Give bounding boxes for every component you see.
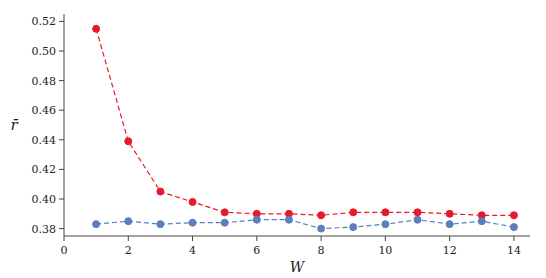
series-point — [157, 188, 164, 195]
series-point — [285, 216, 292, 223]
axes: 0 2 4 6 8 10 12 14 0.38 0.40 0.42 0.44 0.46 0.48 0.50 0… — [10, 14, 530, 275]
series-point — [478, 218, 485, 225]
x-tick-label: 8 — [318, 244, 325, 257]
y-tick-label: 0.38 — [32, 223, 57, 236]
series-point — [350, 209, 357, 216]
x-tick — [256, 236, 257, 241]
series-point — [93, 221, 100, 228]
x-tick-label: 0 — [61, 244, 68, 257]
series-point — [510, 224, 517, 231]
y-axis-line — [64, 14, 65, 236]
x-tick — [192, 236, 193, 241]
series-point — [414, 216, 421, 223]
y-tick-label: 0.42 — [32, 163, 57, 176]
x-tick-label: 2 — [125, 244, 132, 257]
y-axis-label: r̄ — [10, 116, 18, 134]
series-point — [189, 198, 196, 205]
x-axis-line — [64, 236, 530, 237]
x-tick — [385, 236, 386, 241]
series-line — [96, 29, 514, 215]
plot-area — [93, 25, 518, 232]
series-point — [382, 209, 389, 216]
series-point — [221, 209, 228, 216]
series-point — [125, 218, 132, 225]
series — [93, 25, 518, 218]
x-tick-label: 14 — [507, 244, 521, 257]
y-tick — [59, 199, 64, 200]
series — [93, 216, 518, 232]
series-point — [414, 209, 421, 216]
series-line — [96, 220, 514, 229]
x-tick — [321, 236, 322, 241]
series-point — [157, 221, 164, 228]
y-tick-label: 0.44 — [32, 134, 57, 147]
y-tick — [59, 169, 64, 170]
y-tick-label: 0.40 — [32, 193, 57, 206]
y-tick-label: 0.52 — [32, 15, 57, 28]
x-tick-label: 10 — [378, 244, 392, 257]
series-point — [189, 219, 196, 226]
chart-svg: 0 2 4 6 8 10 12 14 0.38 0.40 0.42 0.44 0.46 0.48 0.50 0… — [0, 0, 546, 278]
series-point — [93, 25, 100, 32]
x-tick — [449, 236, 450, 241]
series-point — [446, 221, 453, 228]
chart-container: 0 2 4 6 8 10 12 14 0.38 0.40 0.42 0.44 0.46 0.48 0.50 0… — [0, 0, 546, 278]
series-point — [253, 216, 260, 223]
y-tick-label: 0.46 — [32, 104, 57, 117]
y-tick — [59, 139, 64, 140]
series-point — [318, 225, 325, 232]
series-point — [318, 212, 325, 219]
series-point — [221, 219, 228, 226]
y-tick-label: 0.48 — [32, 75, 57, 88]
y-tick — [59, 51, 64, 52]
x-tick — [128, 236, 129, 241]
series-point — [350, 224, 357, 231]
series-point — [510, 212, 517, 219]
x-tick — [64, 236, 65, 241]
y-tick — [59, 228, 64, 229]
x-tick-label: 4 — [189, 244, 196, 257]
y-tick — [59, 110, 64, 111]
x-tick-label: 12 — [443, 244, 457, 257]
series-point — [446, 210, 453, 217]
x-tick — [513, 236, 514, 241]
y-tick-label: 0.50 — [32, 45, 57, 58]
y-tick — [59, 21, 64, 22]
x-axis-label: W — [290, 259, 306, 275]
series-point — [125, 138, 132, 145]
series-point — [382, 221, 389, 228]
y-tick — [59, 80, 64, 81]
x-tick-label: 6 — [253, 244, 260, 257]
